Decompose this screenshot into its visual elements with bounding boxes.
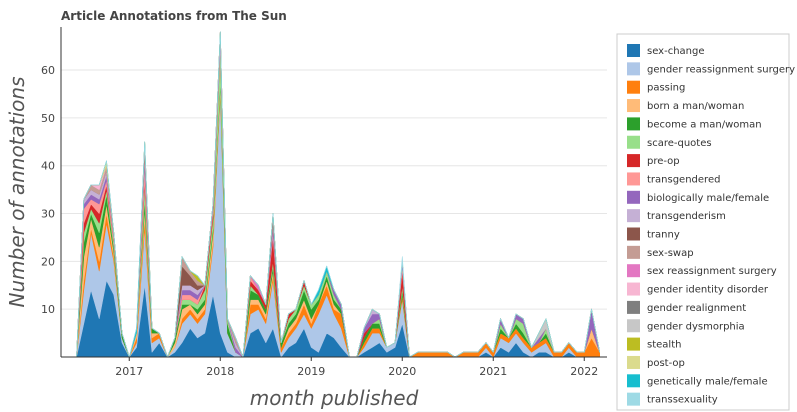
x-tick-label: 2018 — [206, 365, 234, 378]
legend-swatch — [627, 99, 640, 113]
legend-swatch — [627, 154, 640, 168]
y-tick-label: 10 — [41, 303, 55, 316]
x-axis-label: month published — [250, 386, 419, 410]
legend-label: tranny — [647, 230, 680, 241]
legend-swatch — [627, 209, 640, 223]
legend-swatch — [627, 80, 640, 94]
legend-swatch — [627, 172, 640, 186]
legend-swatch — [627, 282, 640, 296]
legend-swatch — [627, 337, 640, 351]
legend: sex-change gender reassignment surgery pas… — [616, 33, 795, 411]
y-tick-label: 60 — [41, 64, 55, 77]
legend-swatch — [627, 355, 640, 369]
legend-label: sex-swap — [647, 248, 694, 259]
legend-swatch — [627, 245, 640, 259]
legend-swatch — [627, 264, 640, 278]
chart-title: Article Annotations from The Sun — [61, 9, 287, 23]
legend-swatch — [627, 392, 640, 406]
legend-box — [616, 33, 790, 411]
legend-swatch — [627, 135, 640, 149]
y-tick-label: 20 — [41, 255, 55, 268]
legend-swatch — [627, 227, 640, 241]
legend-label: passing — [647, 83, 685, 94]
grid — [61, 69, 607, 310]
legend-label: transsexuality — [647, 395, 718, 406]
legend-label: sex reassignment surgery — [647, 266, 777, 277]
y-axis-label: Number of annotations — [5, 76, 29, 307]
legend-label: gender realignment — [647, 303, 746, 314]
y-tick-label: 40 — [41, 160, 55, 173]
legend-label: biologically male/female — [647, 193, 769, 204]
legend-swatch — [627, 374, 640, 388]
x-tick-label: 2020 — [388, 365, 416, 378]
legend-label: genetically male/female — [647, 376, 768, 387]
x-tick-label: 2019 — [297, 365, 325, 378]
legend-label: post-op — [647, 358, 685, 369]
legend-label: stealth — [647, 340, 681, 351]
legend-label: gender reassignment surgery — [647, 64, 795, 75]
y-tick-label: 50 — [41, 112, 55, 125]
legend-label: sex-change — [647, 46, 705, 57]
legend-label: scare-quotes — [647, 138, 712, 149]
x-tick-label: 2021 — [479, 365, 507, 378]
legend-swatch — [627, 62, 640, 76]
y-tick-label: 30 — [41, 208, 55, 221]
axes: 10 20 30 40 50 60 2017 2018 2019 2020 2021 2022 — [41, 27, 607, 378]
legend-label: gender dysmorphia — [647, 321, 745, 332]
legend-swatch — [627, 117, 640, 131]
x-tick-label: 2022 — [570, 365, 598, 378]
legend-label: become a man/woman — [647, 119, 762, 130]
legend-swatch — [627, 319, 640, 333]
legend-label: transgendered — [647, 174, 720, 185]
area-series-19 — [68, 31, 600, 358]
legend-swatch — [627, 300, 640, 314]
legend-swatch — [627, 44, 640, 57]
legend-label: gender identity disorder — [647, 285, 769, 296]
legend-label: transgenderism — [647, 211, 726, 222]
plot-area — [68, 31, 600, 358]
legend-swatch — [627, 190, 640, 204]
legend-label: pre-op — [647, 156, 680, 167]
legend-label: born a man/woman — [647, 101, 744, 112]
x-tick-label: 2017 — [115, 365, 143, 378]
